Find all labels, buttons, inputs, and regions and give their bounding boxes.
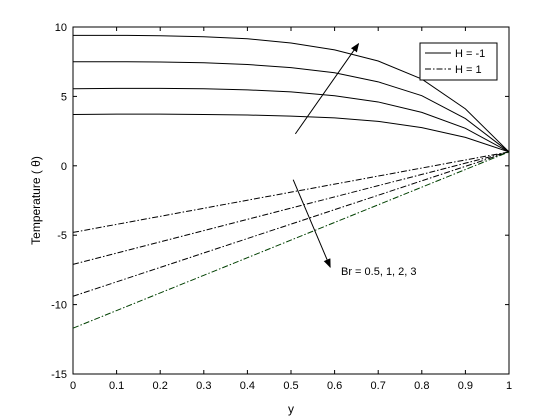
y-tick-label: -10: [51, 300, 67, 312]
x-tick-label: 0.3: [196, 380, 211, 392]
legend-label-h-minus-1: H = -1: [455, 48, 485, 60]
plot-area: [72, 26, 510, 375]
annotation-text: Br = 0.5, 1, 2, 3: [341, 266, 417, 278]
annotation: Br = 0.5, 1, 2, 3: [292, 42, 417, 278]
annotation-arrow-down: [292, 179, 331, 268]
plot-frame: [72, 26, 510, 375]
series-line-h-1-br-0-5: [72, 151, 510, 233]
y-tick-label: 5: [61, 91, 67, 103]
x-axis-label: y: [288, 402, 294, 416]
series-line-h-minus-1-br-0-5: [72, 113, 510, 153]
x-tick-label: 0.8: [414, 380, 429, 392]
axis-ticks: 0 0.1 0.2 0.3 0.4 0.5 0.6 0.7 0.8 0.9 1 -15 -10 -5 0 5 1…: [51, 22, 512, 392]
x-tick-label: 0.5: [283, 380, 298, 392]
series-line-h-minus-1-br-1: [72, 87, 510, 153]
y-tick-label: 0: [61, 161, 67, 173]
x-tick-label: 0.4: [240, 380, 255, 392]
x-tick-label: 0: [70, 380, 76, 392]
annotation-arrow-up: [294, 42, 360, 135]
series-line-h-minus-1-br-3: [73, 34, 510, 153]
y-axis-label: Temperature ( θ): [29, 156, 43, 245]
y-tick-label: 10: [55, 22, 67, 34]
legend: H = -1 H = 1: [419, 42, 498, 81]
x-tick-label: 1: [506, 380, 512, 392]
y-tick-label: -5: [57, 230, 67, 242]
legend-box: [419, 42, 498, 81]
series-line-h-minus-1-br-2: [73, 61, 510, 153]
legend-label-h-1: H = 1: [455, 64, 482, 76]
series-line-h-1-br-2: [72, 151, 510, 297]
x-tick-label: 0.1: [109, 380, 124, 392]
series-line-h-1-br-3: [72, 151, 510, 329]
x-tick-label: 0.2: [153, 380, 168, 392]
x-tick-label: 0.9: [458, 380, 473, 392]
x-tick-label: 0.6: [327, 380, 342, 392]
series-layer: [72, 34, 510, 329]
x-tick-label: 0.7: [371, 380, 386, 392]
y-tick-label: -15: [51, 369, 67, 381]
